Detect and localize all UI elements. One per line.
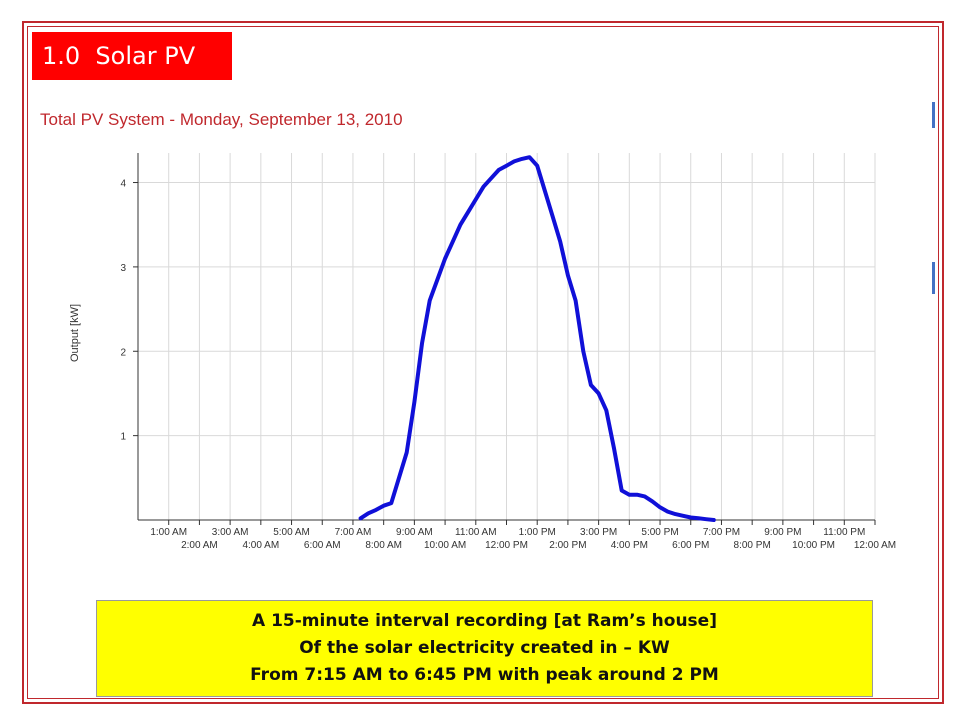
x-tick-label: 4:00 PM — [611, 540, 648, 551]
caption-box: A 15-minute interval recording [at Ram’s… — [96, 600, 873, 697]
x-tick-label: 1:00 AM — [150, 527, 187, 538]
grid-layer — [138, 153, 876, 520]
x-tick-label: 11:00 PM — [823, 527, 865, 538]
x-tick-label: 3:00 PM — [580, 527, 617, 538]
slide-title: 1.0 Solar PV — [32, 32, 232, 80]
pv-output-series-line — [358, 155, 716, 522]
x-tick-label: 12:00 AM — [854, 540, 896, 551]
y-tick-label: 3 — [120, 263, 126, 274]
x-tick-label: 2:00 AM — [181, 540, 218, 551]
slide-inner-border — [27, 26, 939, 699]
x-tick-label: 10:00 AM — [424, 540, 466, 551]
x-tick-label: 12:00 PM — [485, 540, 528, 551]
axis-layer — [133, 153, 876, 525]
blue-edge-marker — [932, 262, 935, 294]
y-tick-label: 2 — [120, 347, 126, 358]
blue-edge-marker — [932, 102, 935, 128]
x-tick-label: 5:00 PM — [641, 527, 678, 538]
x-tick-label: 3:00 AM — [212, 527, 249, 538]
caption-line: A 15-minute interval recording [at Ram’s… — [252, 611, 717, 631]
caption-line: From 7:15 AM to 6:45 PM with peak around… — [250, 665, 719, 685]
x-tick-label: 10:00 PM — [792, 540, 835, 551]
y-axis-label: Output [kW] — [69, 304, 81, 362]
x-tick-label: 5:00 AM — [273, 527, 310, 538]
x-tick-label: 9:00 PM — [764, 527, 801, 538]
y-tick-label: 1 — [120, 432, 126, 443]
x-tick-label: 7:00 AM — [335, 527, 372, 538]
pv-output-chart: 1 2 3 4 1:00 AM 3:00 AM 5:00 AM 7:00 AM 9:00 AM 1… — [69, 153, 896, 551]
x-tick-label: 1:00 PM — [519, 527, 556, 538]
x-tick-label: 7:00 PM — [703, 527, 740, 538]
slide-outer-border — [22, 21, 944, 704]
caption-line: Of the solar electricity created in – KW — [299, 638, 670, 658]
x-tick-label: 6:00 PM — [672, 540, 709, 551]
x-tick-label: 6:00 AM — [304, 540, 341, 551]
x-tick-label: 9:00 AM — [396, 527, 433, 538]
x-tick-label: 8:00 PM — [734, 540, 771, 551]
x-tick-label: 4:00 AM — [242, 540, 279, 551]
chart-title: Total PV System - Monday, September 13, … — [40, 110, 403, 129]
y-tick-label: 4 — [120, 179, 126, 190]
x-tick-label: 8:00 AM — [365, 540, 402, 551]
x-tick-label: 2:00 PM — [549, 540, 586, 551]
x-tick-label: 11:00 AM — [455, 527, 497, 538]
tick-label-layer: 1 2 3 4 1:00 AM 3:00 AM 5:00 AM 7:00 AM 9:00 AM 1… — [120, 179, 896, 551]
series-layer — [358, 155, 716, 522]
